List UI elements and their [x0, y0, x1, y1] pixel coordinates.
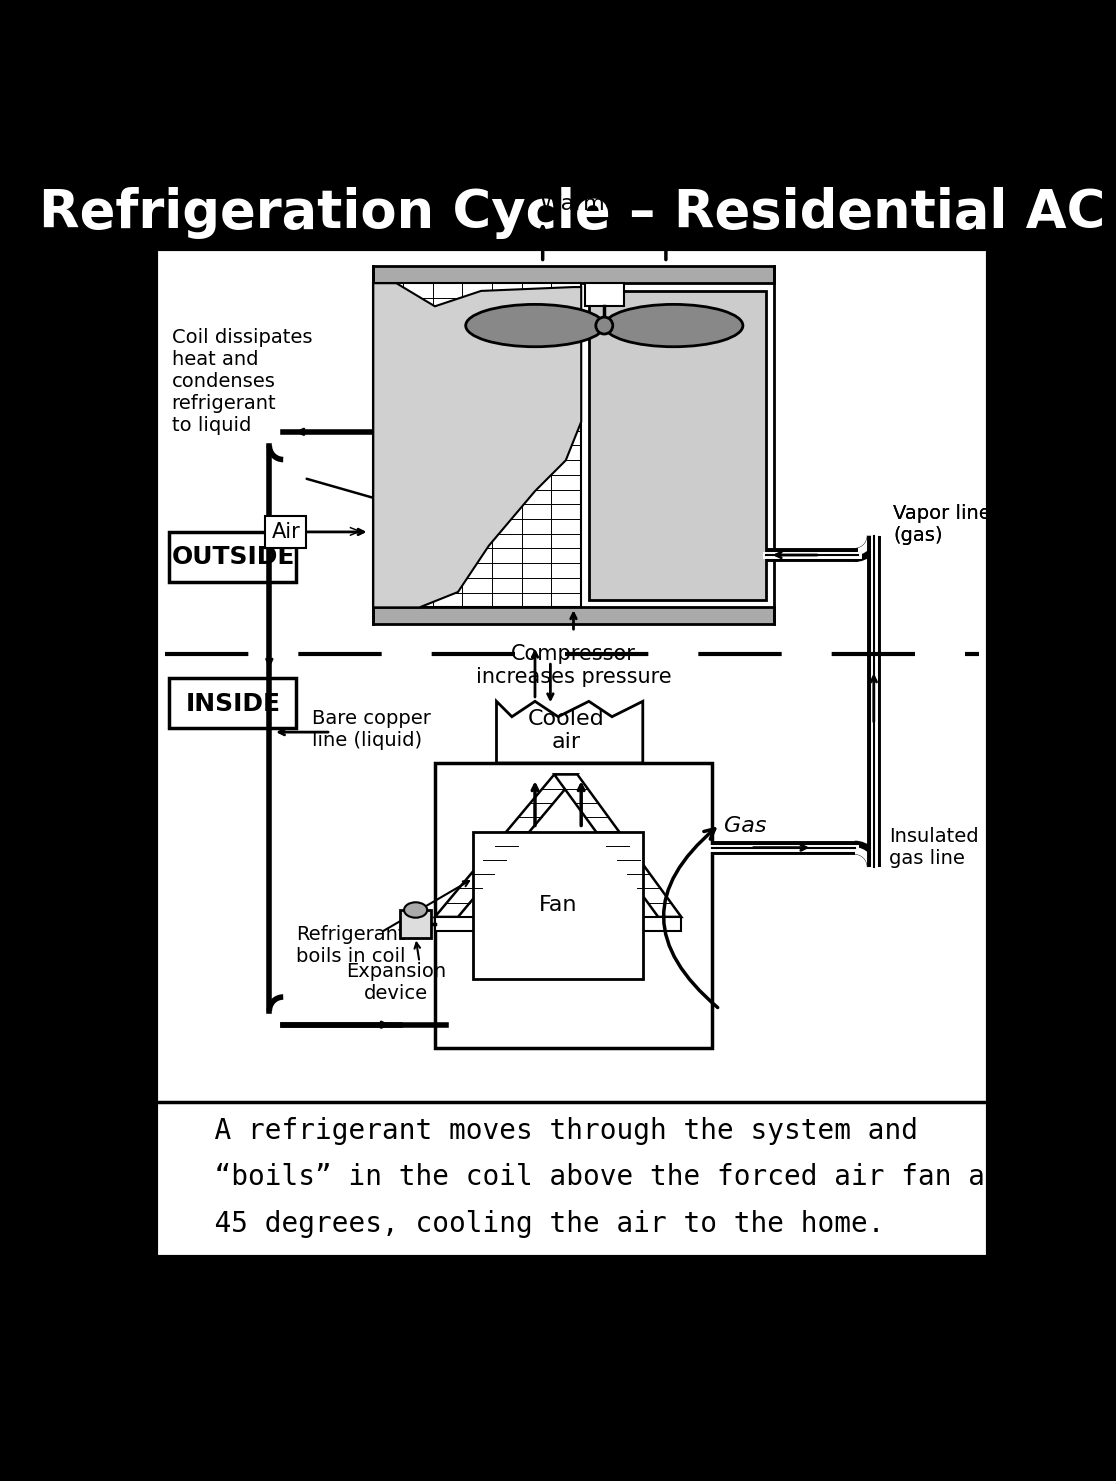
Bar	[435, 763, 712, 1049]
Bar	[143, 178, 1002, 249]
Polygon shape	[497, 702, 643, 763]
Bar	[156, 249, 988, 1257]
Polygon shape	[435, 775, 577, 917]
Text: 45 degrees, cooling the air to the home.: 45 degrees, cooling the air to the home.	[181, 1210, 884, 1238]
Text: Compressor
increases pressure: Compressor increases pressure	[475, 644, 672, 687]
Text: Gas: Gas	[723, 816, 767, 837]
Polygon shape	[555, 775, 681, 917]
Text: Cooled
air: Cooled air	[528, 709, 604, 752]
Text: Coil dissipates
heat and
condenses
refrigerant
to liquid: Coil dissipates heat and condenses refri…	[172, 327, 312, 435]
Bar	[373, 283, 581, 607]
Bar	[585, 283, 624, 307]
Text: Refrigeration Cycle – Residential AC: Refrigeration Cycle – Residential AC	[39, 187, 1105, 238]
Bar	[170, 532, 296, 582]
Text: >: >	[348, 523, 362, 541]
Text: “boils” in the coil above the forced air fan at about: “boils” in the coil above the forced air…	[181, 1163, 1101, 1191]
Text: Warmed air: Warmed air	[540, 194, 668, 213]
Bar	[473, 832, 643, 979]
FancyArrowPatch shape	[664, 829, 718, 1007]
Text: INSIDE: INSIDE	[185, 692, 280, 715]
Bar	[401, 909, 431, 937]
Bar	[435, 917, 681, 930]
Ellipse shape	[596, 317, 613, 335]
Text: Refrigerant
boils in coil: Refrigerant boils in coil	[296, 924, 406, 966]
Bar	[373, 607, 773, 625]
Text: Air: Air	[271, 521, 300, 542]
Text: Vapor line
(gas): Vapor line (gas)	[893, 504, 991, 545]
Ellipse shape	[404, 902, 427, 918]
Polygon shape	[373, 283, 581, 607]
Ellipse shape	[604, 305, 743, 347]
Text: A032: A032	[165, 1274, 244, 1302]
Text: Fan: Fan	[539, 896, 577, 915]
Ellipse shape	[465, 305, 604, 347]
Text: OUTSIDE: OUTSIDE	[172, 545, 295, 569]
Text: Expansion
device: Expansion device	[346, 963, 446, 1003]
Bar	[170, 678, 296, 729]
Bar	[589, 290, 766, 600]
Text: © Tom Feiza Mr. Fix-It Inc.: © Tom Feiza Mr. Fix-It Inc.	[764, 1260, 982, 1278]
Bar	[373, 267, 773, 283]
Text: Bare copper
line (liquid): Bare copper line (liquid)	[311, 709, 431, 749]
Text: Insulated
gas line: Insulated gas line	[889, 826, 979, 868]
Text: A refrigerant moves through the system and: A refrigerant moves through the system a…	[181, 1117, 917, 1145]
Text: Vapor line
(gas): Vapor line (gas)	[893, 504, 991, 545]
